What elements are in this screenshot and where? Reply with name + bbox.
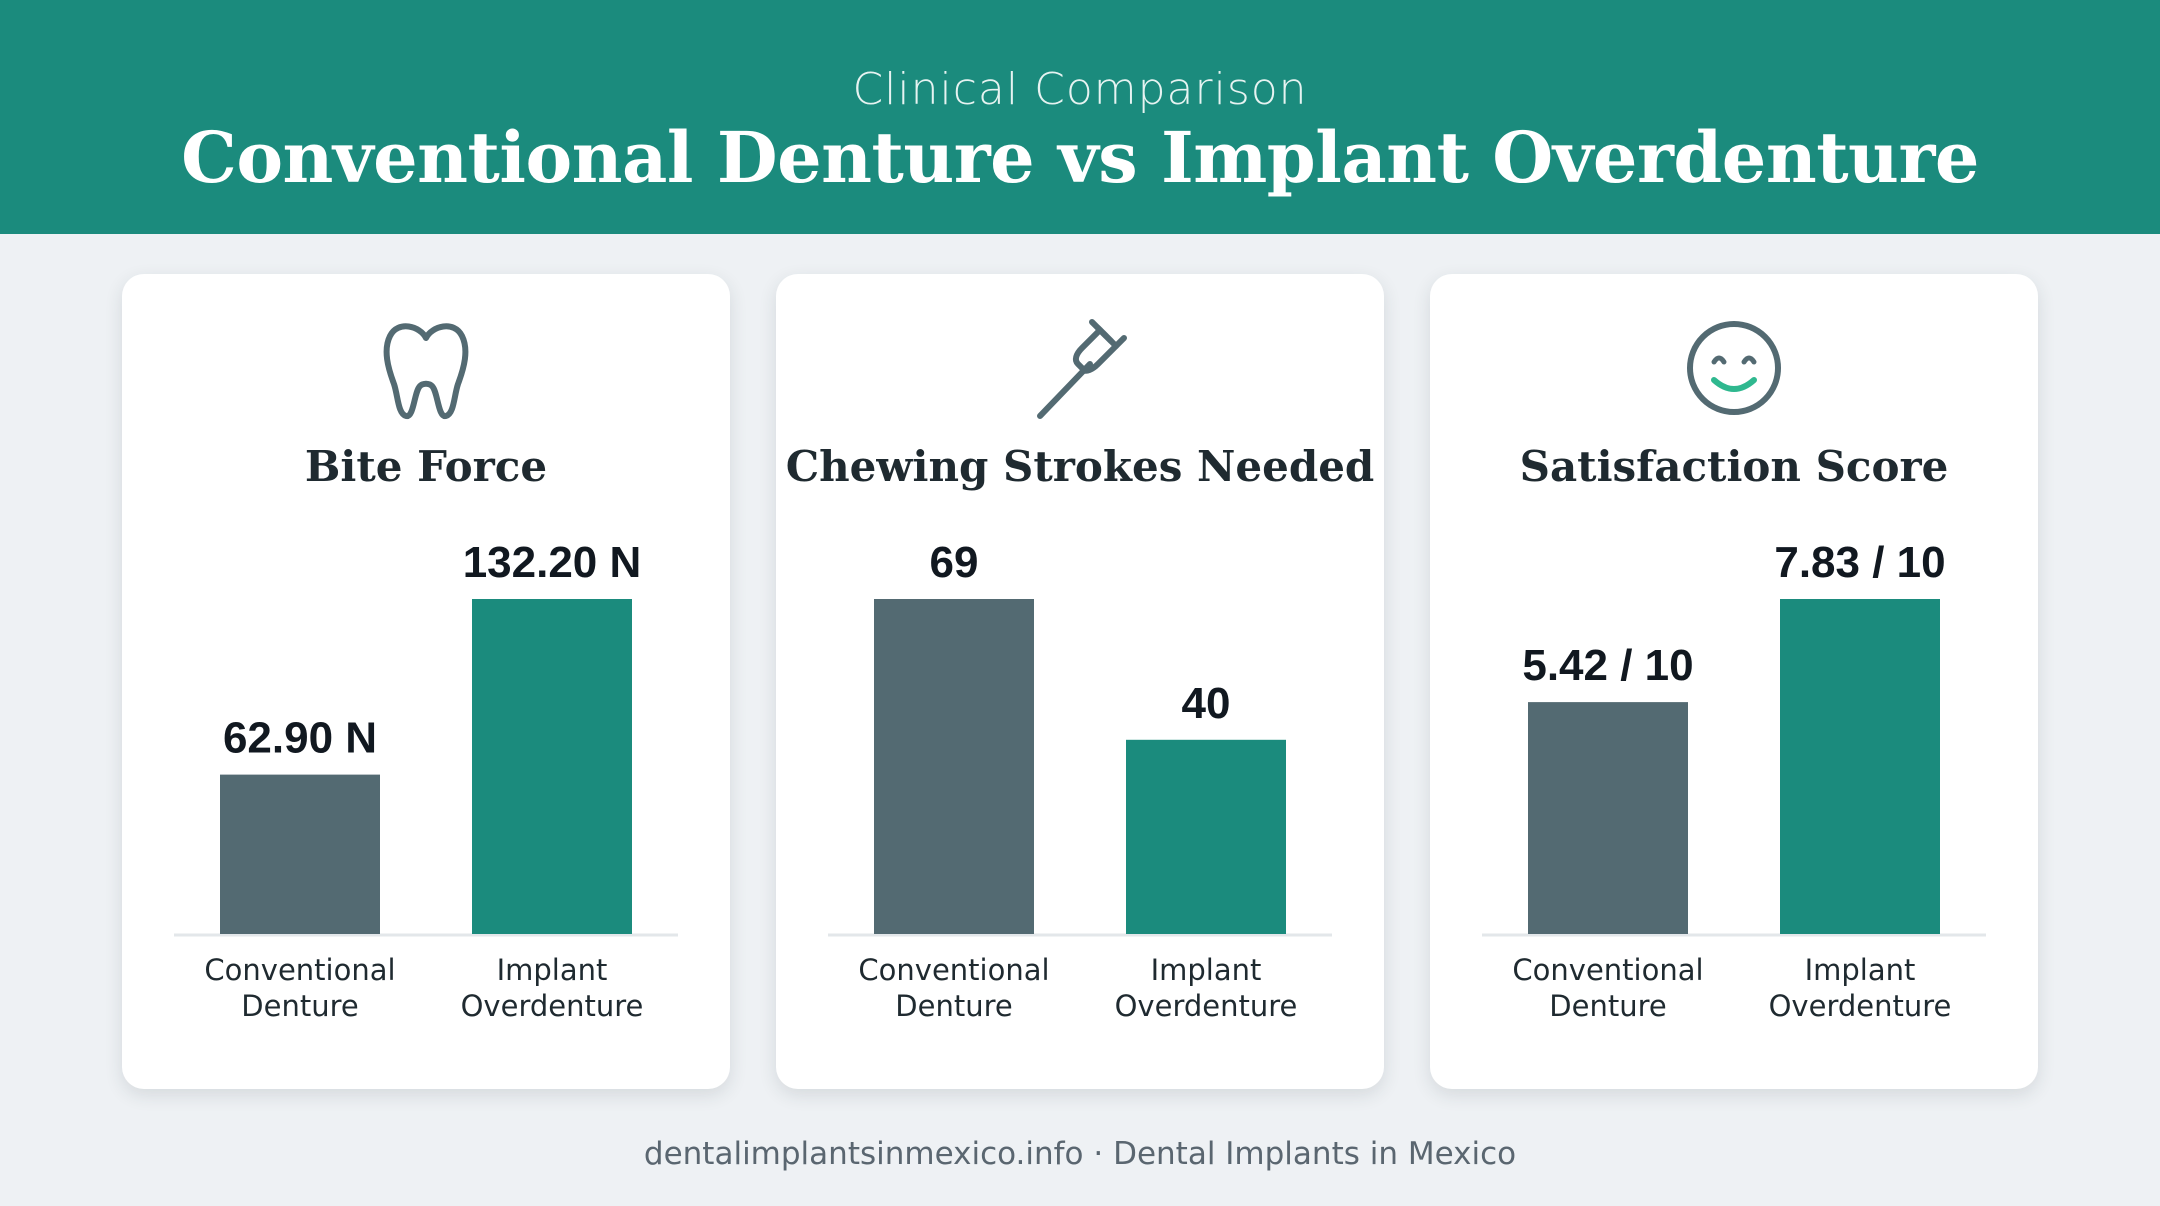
category-label: Conventional xyxy=(1512,953,1703,987)
category-label: Overdenture xyxy=(1769,989,1952,1023)
smile-icon xyxy=(1684,316,1784,426)
card-title: Bite Force xyxy=(304,442,548,491)
fork-icon xyxy=(1030,316,1130,426)
bar-conventional xyxy=(874,599,1034,934)
bar-value-label: 7.83 / 10 xyxy=(1774,538,1945,587)
bar-value-label: 69 xyxy=(930,538,979,587)
category-label: Implant xyxy=(1805,953,1916,987)
chewing-strokes-card: Chewing Strokes Needed 69 Conventional Den… xyxy=(776,274,1384,1089)
bar-conventional xyxy=(220,774,380,934)
category-label: Denture xyxy=(241,989,358,1023)
category-label: Overdenture xyxy=(1115,989,1298,1023)
category-label: Denture xyxy=(1549,989,1666,1023)
category-label: Conventional xyxy=(204,953,395,987)
header-banner: Clinical Comparison Conventional Denture… xyxy=(0,0,2160,234)
category-label: Conventional xyxy=(858,953,1049,987)
category-label: Implant xyxy=(497,953,608,987)
bar-implant xyxy=(1126,739,1286,934)
footer-credit: dentalimplantsinmexico.info · Dental Imp… xyxy=(643,1136,1517,1172)
bar-value-label: 5.42 / 10 xyxy=(1522,641,1693,690)
card-title: Chewing Strokes Needed xyxy=(785,442,1375,491)
page-subtitle: Clinical Comparison xyxy=(852,64,1308,115)
bar-value-label: 132.20 N xyxy=(463,538,642,587)
tooth-icon xyxy=(376,316,476,426)
category-label: Denture xyxy=(895,989,1012,1023)
satisfaction-card: Satisfaction Score 5.42 / 10 Conventional… xyxy=(1430,274,2038,1089)
category-label: Overdenture xyxy=(461,989,644,1023)
bite-force-card: Bite Force 62.90 N Conventional Denture 132… xyxy=(122,274,730,1089)
bar-value-label: 40 xyxy=(1182,679,1231,728)
bar-conventional xyxy=(1528,702,1688,934)
category-label: Implant xyxy=(1151,953,1262,987)
bar-implant xyxy=(472,599,632,934)
card-title: Satisfaction Score xyxy=(1519,442,1949,491)
bar-value-label: 62.90 N xyxy=(223,714,377,763)
page-title: Conventional Denture vs Implant Overdent… xyxy=(181,116,1979,199)
bar-implant xyxy=(1780,599,1940,934)
